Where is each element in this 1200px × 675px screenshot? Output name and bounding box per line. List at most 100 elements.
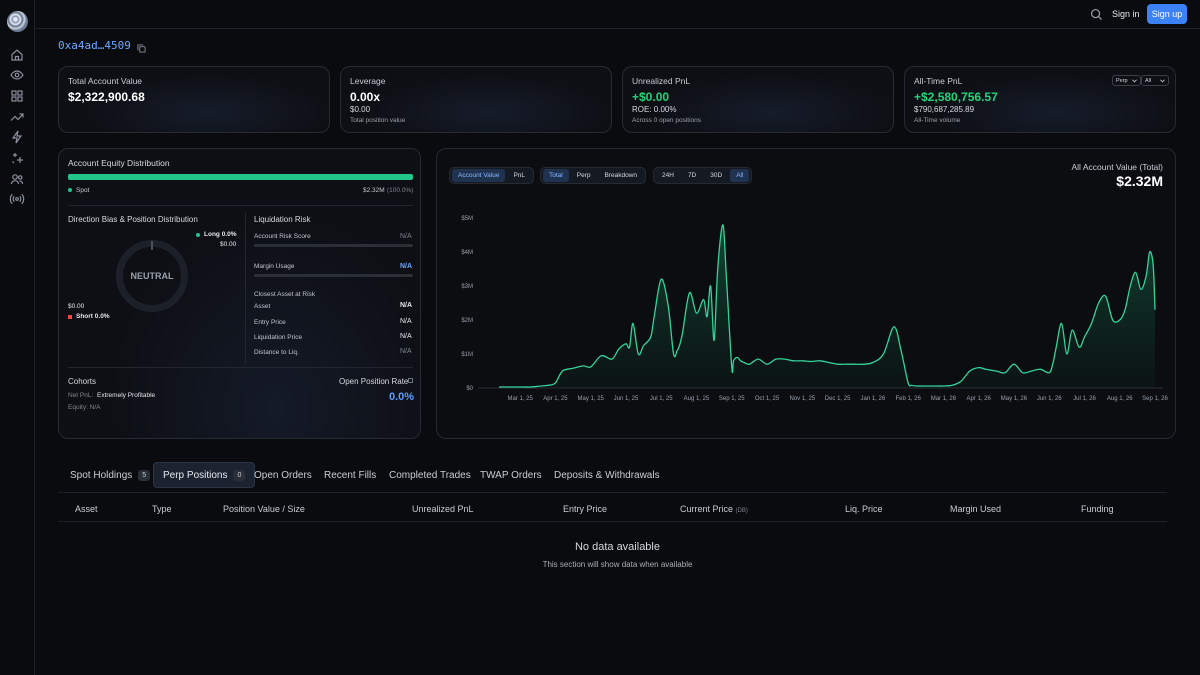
x-tick-label: Mar 1, 25 bbox=[507, 396, 533, 402]
long-value: $0.00 bbox=[220, 241, 237, 248]
margin-usage-value: N/A bbox=[400, 263, 413, 270]
total-tab[interactable]: Total bbox=[543, 169, 569, 182]
column-header[interactable]: Asset bbox=[75, 504, 98, 514]
liq-row-label: Liquidation Price bbox=[254, 334, 303, 341]
tab-spot-holdings[interactable]: Spot Holdings 5 bbox=[61, 462, 159, 488]
tab-deposits-withdrawals[interactable]: Deposits & Withdrawals bbox=[545, 462, 669, 488]
sign-in-link[interactable]: Sign in bbox=[1112, 9, 1140, 19]
tab-label: Recent Fills bbox=[324, 469, 377, 481]
market-type-select[interactable]: Perp bbox=[1112, 75, 1141, 86]
tab-count-badge: 5 bbox=[138, 469, 151, 481]
header-divider bbox=[58, 521, 1167, 522]
unrealized-pnl-value: +$0.00 bbox=[632, 90, 670, 104]
tab-label: Open Orders bbox=[254, 469, 312, 481]
position-value: $0.00 bbox=[350, 105, 371, 114]
x-tick-label: Jun 1, 26 bbox=[1037, 396, 1062, 402]
column-header[interactable]: Margin Used bbox=[950, 504, 1002, 514]
tab-completed-trades[interactable]: Completed Trades bbox=[380, 462, 480, 488]
bolt-icon[interactable] bbox=[9, 129, 25, 145]
home-icon[interactable] bbox=[9, 47, 25, 63]
range-30d-tab[interactable]: 30D bbox=[710, 172, 723, 179]
all-time-volume: $790,687,285.89 bbox=[914, 105, 975, 114]
risk-score-label: Account Risk Score bbox=[254, 233, 311, 240]
liq-row-value: N/A bbox=[400, 302, 413, 309]
donut-marker bbox=[151, 241, 153, 250]
pnl-tab[interactable]: PnL bbox=[513, 172, 526, 179]
sparkles-icon[interactable] bbox=[9, 150, 25, 166]
card-note: Across 0 open positions bbox=[632, 117, 702, 124]
y-tick-label: $3M bbox=[461, 284, 473, 290]
long-label: Long 0.0% bbox=[204, 231, 237, 238]
net-pnl-value: Extremely Profitable bbox=[97, 392, 156, 399]
account-value-tab[interactable]: Account Value bbox=[452, 169, 506, 182]
range-24h-tab[interactable]: 24H bbox=[662, 172, 674, 179]
eye-icon[interactable] bbox=[9, 67, 25, 83]
sign-up-button[interactable]: Sign up bbox=[1147, 4, 1187, 24]
search-icon[interactable] bbox=[1090, 8, 1104, 22]
users-icon[interactable] bbox=[9, 171, 25, 187]
column-header[interactable]: Entry Price bbox=[563, 504, 608, 514]
short-dot bbox=[68, 315, 72, 319]
range-all-tab[interactable]: All bbox=[730, 169, 750, 182]
tabs-divider bbox=[58, 492, 1167, 493]
grid-icon[interactable] bbox=[9, 88, 25, 104]
x-axis: Mar 1, 25 Apr 1, 25 May 1, 25 Jun 1, 25 Jul … bbox=[507, 396, 1168, 402]
breakdown-tab[interactable]: Breakdown bbox=[604, 172, 637, 179]
x-tick-label: May 1, 26 bbox=[1001, 396, 1028, 402]
equity-title: Account Equity Distribution bbox=[68, 158, 170, 168]
x-tick-label: Dec 1, 25 bbox=[825, 396, 851, 402]
metric-toggle: Account Value PnL bbox=[449, 167, 535, 184]
x-tick-label: Jul 1, 26 bbox=[1073, 396, 1096, 402]
trending-icon[interactable] bbox=[9, 109, 25, 125]
spot-percent: (100.0%) bbox=[387, 187, 414, 194]
risk-score-bar bbox=[254, 244, 413, 247]
x-tick-label: Nov 1, 25 bbox=[789, 396, 815, 402]
equity-panel: Account Equity Distribution Spot $2.32M … bbox=[58, 148, 421, 439]
column-header-current-price[interactable]: Current Price (DB) bbox=[680, 504, 748, 514]
card-label: All-Time PnL bbox=[914, 76, 963, 86]
tab-label: TWAP Orders bbox=[480, 469, 542, 481]
copy-icon[interactable] bbox=[137, 40, 146, 53]
x-tick-label: Oct 1, 25 bbox=[755, 396, 780, 402]
perp-tab[interactable]: Perp bbox=[576, 172, 591, 179]
range-select[interactable]: All bbox=[1141, 75, 1169, 86]
closest-asset-label: Closest Asset at Risk bbox=[254, 291, 316, 298]
info-icon[interactable] bbox=[408, 378, 413, 383]
column-header-suffix: (DB) bbox=[735, 508, 748, 514]
broadcast-icon[interactable] bbox=[9, 191, 25, 207]
y-tick-label: $5M bbox=[461, 216, 473, 222]
chevron-down-icon bbox=[1131, 78, 1137, 82]
top-bar bbox=[35, 0, 1200, 29]
x-tick-label: Apr 1, 25 bbox=[543, 396, 568, 402]
column-header[interactable]: Liq. Price bbox=[845, 504, 883, 514]
leverage-card: Leverage 0.00x $0.00 Total position valu… bbox=[340, 66, 612, 133]
column-header[interactable]: Type bbox=[152, 504, 172, 514]
column-header[interactable]: Position Value / Size bbox=[223, 504, 305, 514]
liq-row-label: Asset bbox=[254, 303, 271, 310]
column-header[interactable]: Unrealized PnL bbox=[412, 504, 474, 514]
range-7d-tab[interactable]: 7D bbox=[687, 172, 697, 179]
card-note: Total position value bbox=[350, 117, 406, 124]
account-value-chart-panel: Account Value PnL Total Perp Breakdown 2… bbox=[436, 148, 1176, 439]
net-pnl-label: Net PnL: bbox=[68, 392, 94, 399]
liq-row-value: N/A bbox=[400, 333, 412, 340]
tab-perp-positions[interactable]: Perp Positions 0 bbox=[153, 462, 256, 488]
cohorts-title: Cohorts bbox=[68, 377, 97, 386]
liq-row-label: Distance to Liq. bbox=[254, 349, 299, 356]
tab-twap-orders[interactable]: TWAP Orders bbox=[471, 462, 551, 488]
x-tick-label: Feb 1, 26 bbox=[895, 396, 921, 402]
tab-open-orders[interactable]: Open Orders bbox=[245, 462, 321, 488]
leverage-value: 0.00x bbox=[350, 90, 381, 104]
tab-recent-fills[interactable]: Recent Fills bbox=[315, 462, 385, 488]
x-tick-label: Apr 1, 26 bbox=[966, 396, 991, 402]
total-account-value: $2,322,900.68 bbox=[68, 90, 145, 104]
short-value: $0.00 bbox=[68, 303, 85, 310]
x-tick-label: Jan 1, 26 bbox=[861, 396, 886, 402]
app-logo[interactable] bbox=[7, 11, 28, 32]
x-tick-label: Sep 1, 26 bbox=[1142, 396, 1168, 402]
spot-value: $2.32M bbox=[363, 187, 385, 194]
y-axis: $0 $1M $2M $3M $4M $5M bbox=[461, 216, 473, 392]
account-value-chart: $0 $1M $2M $3M $4M $5M Mar 1, 25 Apr 1, 25 May … bbox=[461, 216, 1168, 402]
x-tick-label: Mar 1, 26 bbox=[931, 396, 957, 402]
column-header[interactable]: Funding bbox=[1081, 504, 1114, 514]
